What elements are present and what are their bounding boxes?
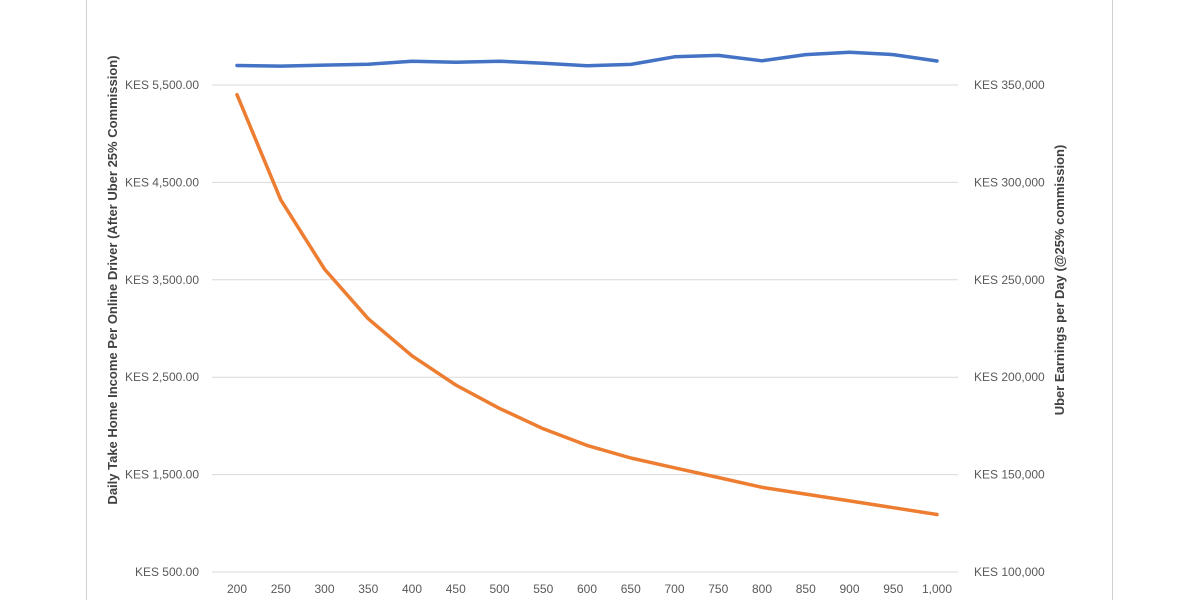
driver-income-point [629,456,633,460]
gridlines [212,84,958,573]
left-border [86,0,87,600]
driver-income-point [673,466,676,470]
driver-income-point [498,406,501,410]
driver-income-point [848,499,851,503]
driver-income-point [760,485,764,489]
driver-income-point [585,443,589,447]
driver-income-point [891,506,895,510]
left-axis-title: Daily Take Home Income Per Online Driver… [105,55,120,504]
uber-earnings-line [235,50,939,68]
uber-earnings-point [804,53,808,57]
x-tick-label: 350 [358,582,378,596]
uber-earnings-point [235,64,239,68]
left-axis-ticks: KES 500.00 KES 1,500.00 KES 2,500.00 KES 3,… [125,78,199,579]
uber-earnings-point [454,60,458,64]
x-tick-label: 450 [446,582,466,596]
left-tick-label: KES 500.00 [135,565,199,579]
x-tick-label: 800 [752,582,772,596]
left-tick-label: KES 2,500.00 [125,370,199,384]
driver-income-point [235,93,239,97]
driver-income-point [279,198,283,202]
uber-earnings-point [541,61,545,65]
x-tick-label: 750 [708,582,728,596]
driver-income-point [454,383,458,387]
x-axis-ticks: 200 250 300 350 400 450 500 550 600 650 700 750 800 8… [227,582,952,596]
left-tick-label: KES 1,500.00 [125,468,199,482]
x-tick-label: 300 [314,582,334,596]
x-tick-label: 950 [883,582,903,596]
right-tick-label: KES 250,000 [974,273,1045,287]
driver-income-point [410,354,414,358]
driver-income-point [541,427,545,431]
uber-earnings-point [673,55,676,59]
left-tick-label: KES 4,500.00 [125,175,199,189]
x-tick-label: 900 [839,582,859,596]
uber-earnings-point [716,53,720,57]
uber-earnings-point [498,59,501,63]
x-tick-label: 550 [533,582,553,596]
left-tick-label: KES 3,500.00 [125,273,199,287]
x-tick-label: 850 [796,582,816,596]
x-tick-label: 700 [664,582,684,596]
x-tick-label: 500 [489,582,509,596]
driver-income-point [716,476,720,480]
driver-income-line [235,92,939,517]
right-axis-ticks: KES 100,000 KES 150,000 KES 200,000 KES 250… [974,78,1045,579]
x-tick-label: 600 [577,582,597,596]
x-tick-label: 650 [621,582,641,596]
uber-earnings-point [323,63,326,67]
uber-earnings-point [366,62,370,66]
x-tick-label: 400 [402,582,422,596]
series-lines [235,50,939,517]
left-tick-label: KES 5,500.00 [125,78,199,92]
right-axis-title: Uber Earnings per Day (@25% commission) [1052,145,1067,416]
x-tick-label: 1,000 [922,582,952,596]
uber-earnings-point [629,62,633,66]
x-tick-label: 200 [227,582,247,596]
uber-earnings-point [585,64,589,68]
right-tick-label: KES 100,000 [974,565,1045,579]
driver-income-point [323,267,326,271]
x-tick-label: 250 [271,582,291,596]
right-tick-label: KES 300,000 [974,175,1045,189]
right-tick-label: KES 200,000 [974,370,1045,384]
uber-earnings-point [891,53,895,57]
uber-earnings-point [279,64,283,68]
uber-earnings-point [760,59,764,63]
right-tick-label: KES 350,000 [974,78,1045,92]
driver-income-point [366,317,370,321]
uber-earnings-point [848,50,851,54]
uber-earnings-point [410,59,414,63]
uber-earnings-point [935,59,939,63]
right-tick-label: KES 150,000 [974,468,1045,482]
right-border [1112,0,1113,600]
driver-income-point [935,513,939,517]
driver-income-point [804,492,808,496]
